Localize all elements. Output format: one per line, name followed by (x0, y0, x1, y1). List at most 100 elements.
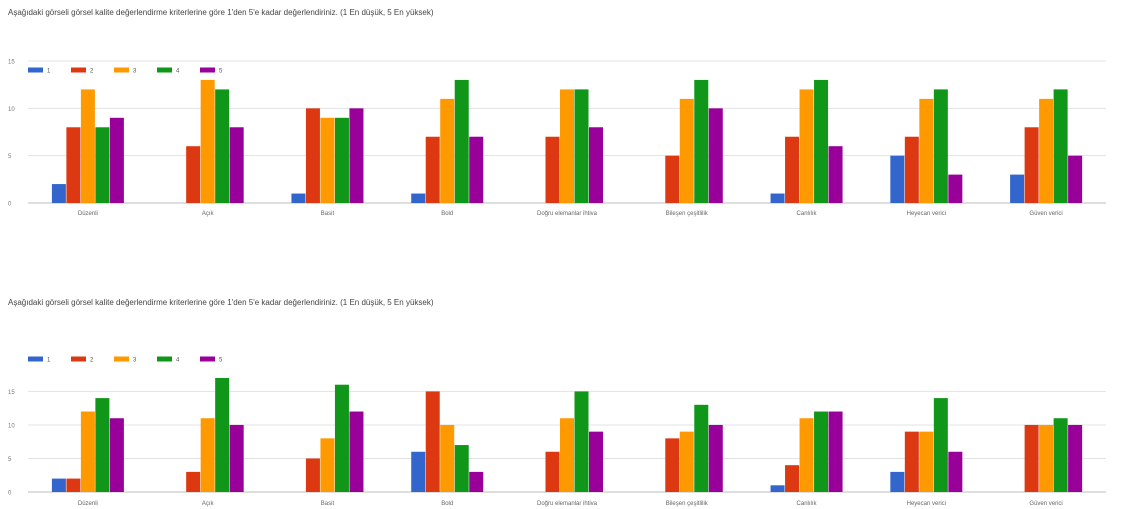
category-label: Heyecan verici (907, 501, 946, 507)
bar-8-series-3 (919, 431, 934, 492)
category-label: Düzenli (78, 211, 98, 217)
bar-chart-2: 0 5 10 15 1 2 3 4 5 Düzenli Açık Basit Bold Doğru ele… (8, 356, 1106, 507)
bar-1-series-1 (51, 184, 66, 203)
bar-3-series-4 (334, 384, 349, 492)
category-label: Güven verici (1029, 211, 1062, 217)
bar-8-series-3 (919, 98, 934, 203)
bar-9-series-4 (1053, 89, 1068, 203)
y-tick-label: 0 (8, 202, 12, 208)
bar-9-series-3 (1039, 424, 1054, 492)
bar-5-series-5 (589, 431, 603, 492)
chart-panel-2: Aşağıdaki görseli görsel kalite değerlen… (0, 290, 1124, 509)
bar-1-series-3 (80, 89, 95, 203)
category-label: Basit (321, 501, 335, 507)
bar-3-series-4 (334, 117, 349, 203)
bar-2-series-2 (186, 471, 201, 492)
legend-label-2: 2 (90, 358, 94, 364)
bar-1-series-3 (80, 411, 95, 492)
bar-9-series-5 (1068, 155, 1083, 203)
chart-title: Aşağıdaki görseli görsel kalite değerlen… (8, 8, 434, 17)
bar-3-series-2 (305, 108, 320, 203)
bar-4-series-4 (454, 445, 469, 492)
bar-6-series-5 (708, 424, 723, 492)
bar-4-series-2 (425, 391, 440, 492)
bar-8-series-1 (890, 155, 905, 203)
legend-swatch-2 (71, 67, 86, 73)
bar-6-series-4 (694, 79, 709, 203)
legend-swatch-4 (157, 67, 172, 73)
bar-6-series-4 (694, 404, 709, 492)
legend-swatch-1 (28, 356, 43, 362)
category-label: Doğru elemanlar ihtiva (537, 211, 598, 217)
legend-label-5: 5 (219, 69, 223, 75)
bar-3-series-3 (320, 117, 335, 203)
y-tick-label: 0 (8, 491, 12, 497)
legend-swatch-5 (200, 356, 215, 362)
bar-6-series-2 (665, 155, 680, 203)
bar-1-series-2 (66, 127, 81, 203)
bar-1-series-4 (95, 127, 110, 203)
bar-8-series-2 (904, 136, 919, 203)
category-label: Açık (202, 211, 215, 217)
bar-2-series-4 (215, 378, 230, 492)
bar-7-series-5 (828, 146, 843, 203)
bar-1-series-5 (109, 418, 124, 492)
bar-7-series-5 (828, 411, 843, 492)
bar-5-series-4 (574, 391, 589, 492)
bar-7-series-3 (799, 418, 814, 492)
bar-chart-1: 0 5 10 15 1 2 3 4 5 Düzenli Açık Basit Bold Doğru ele… (8, 60, 1106, 217)
category-label: Bileşen çeşitlilik (666, 501, 709, 507)
chart-panel-1: Aşağıdaki görseli görsel kalite değerlen… (0, 0, 1124, 250)
bar-4-series-2 (425, 136, 440, 203)
bar-2-series-4 (215, 89, 230, 203)
bar-2-series-5 (229, 424, 244, 492)
bar-7-series-4 (814, 411, 829, 492)
legend-label-3: 3 (133, 69, 137, 75)
legend-label-4: 4 (176, 69, 180, 75)
legend-label-3: 3 (133, 358, 137, 364)
bar-9-series-2 (1024, 424, 1039, 492)
bar-3-series-5 (349, 411, 364, 492)
legend-label-1: 1 (47, 358, 51, 364)
y-tick-label: 15 (8, 390, 15, 396)
y-tick-label: 5 (8, 154, 12, 160)
bar-8-series-1 (890, 471, 905, 492)
bar-2-series-3 (200, 418, 215, 492)
category-label: Canlılık (797, 211, 818, 217)
category-label: Heyecan verici (907, 211, 946, 217)
legend-label-4: 4 (176, 358, 180, 364)
legend-swatch-1 (28, 67, 43, 73)
bar-6-series-5 (708, 108, 723, 203)
bar-1-series-2 (66, 478, 81, 492)
bar-8-series-4 (933, 398, 948, 492)
bar-5-series-3 (560, 418, 574, 492)
bar-7-series-2 (785, 465, 800, 492)
legend-label-5: 5 (219, 358, 223, 364)
category-label: Basit (321, 211, 335, 217)
bar-8-series-5 (948, 174, 963, 203)
category-label: Bold (441, 501, 453, 507)
bar-5-series-2 (545, 451, 560, 492)
bar-3-series-3 (320, 438, 335, 492)
bar-4-series-5 (469, 471, 484, 492)
bar-2-series-2 (186, 146, 201, 203)
bar-8-series-5 (948, 451, 963, 492)
bar-8-series-4 (933, 89, 948, 203)
bar-6-series-2 (665, 438, 680, 492)
category-label: Bileşen çeşitlilik (666, 211, 709, 217)
legend-swatch-2 (71, 356, 86, 362)
bar-5-series-3 (560, 89, 574, 203)
bar-3-series-2 (305, 458, 320, 492)
bar-4-series-5 (469, 136, 484, 203)
bar-9-series-4 (1053, 418, 1068, 492)
bar-5-series-4 (574, 89, 589, 203)
category-label: Bold (441, 211, 453, 217)
bar-7-series-2 (785, 136, 800, 203)
bar-3-series-1 (291, 193, 306, 203)
legend-swatch-3 (114, 67, 129, 73)
bar-4-series-3 (440, 98, 455, 203)
bar-7-series-1 (770, 485, 785, 492)
bar-2-series-5 (229, 127, 244, 203)
bar-4-series-1 (411, 193, 426, 203)
bar-2-series-3 (200, 79, 215, 203)
